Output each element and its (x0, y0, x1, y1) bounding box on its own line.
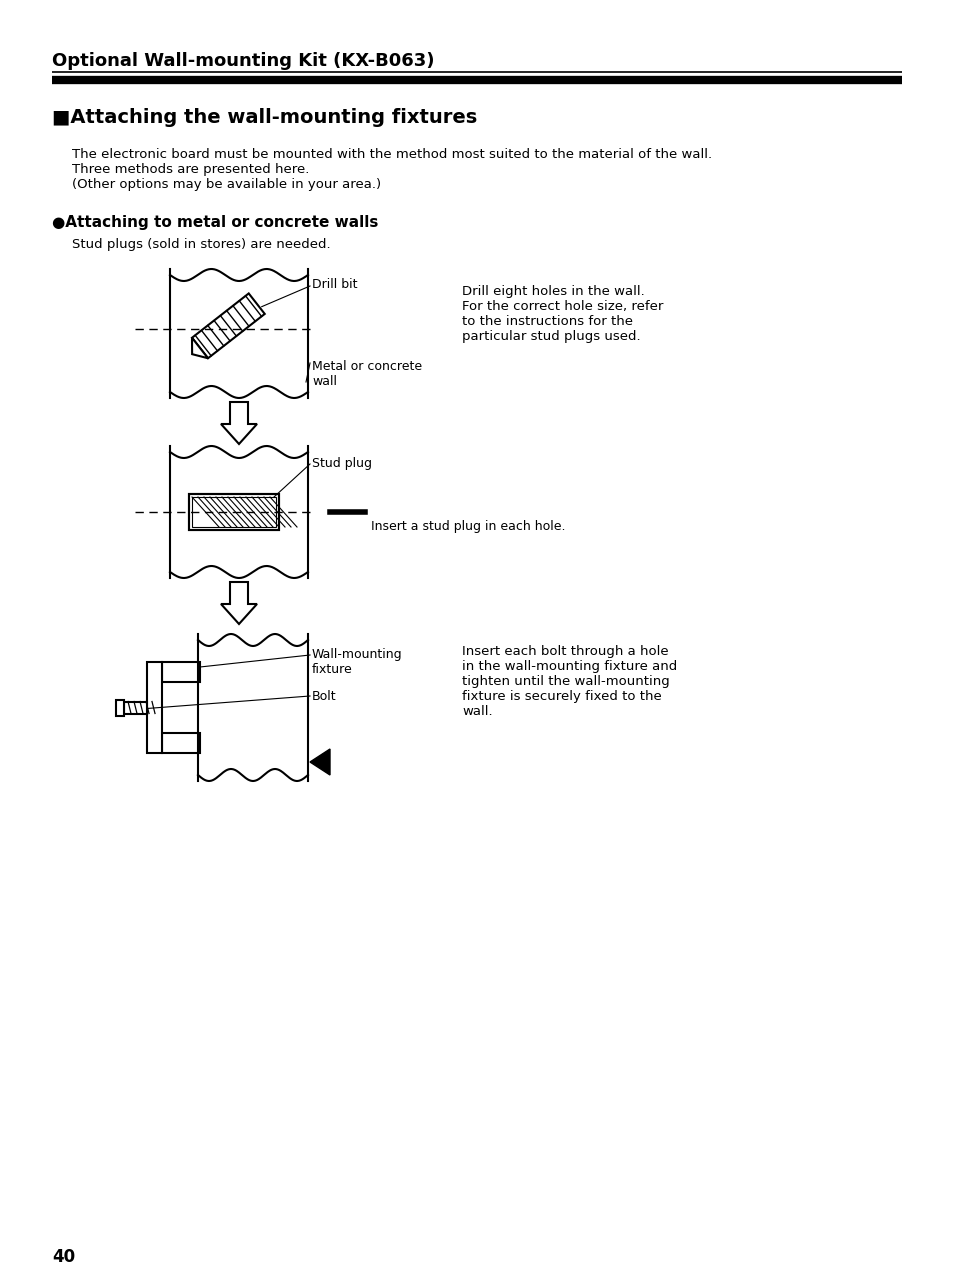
Polygon shape (221, 403, 256, 445)
Bar (147, 662, 162, 753)
Bar (189, 494, 278, 530)
Text: Stud plug: Stud plug (312, 457, 372, 470)
Polygon shape (310, 749, 330, 775)
Text: Drill bit: Drill bit (312, 278, 357, 290)
Text: 40: 40 (52, 1249, 75, 1266)
Text: Metal or concrete
wall: Metal or concrete wall (312, 361, 421, 389)
Bar (116, 699, 124, 716)
Text: Stud plugs (sold in stores) are needed.: Stud plugs (sold in stores) are needed. (71, 238, 331, 251)
Polygon shape (221, 582, 256, 624)
Bar (189, 494, 278, 530)
Polygon shape (192, 338, 208, 358)
Bar (162, 733, 200, 753)
Text: Insert each bolt through a hole
in the wall-mounting fixture and
tighten until t: Insert each bolt through a hole in the w… (461, 645, 677, 719)
Polygon shape (192, 293, 265, 358)
Text: Wall-mounting
fixture: Wall-mounting fixture (312, 648, 402, 676)
Bar (124, 702, 147, 713)
Text: Optional Wall-mounting Kit (KX-B063): Optional Wall-mounting Kit (KX-B063) (52, 52, 434, 70)
Text: The electronic board must be mounted with the method most suited to the material: The electronic board must be mounted wit… (71, 148, 711, 161)
Text: ■Attaching the wall-mounting fixtures: ■Attaching the wall-mounting fixtures (52, 108, 476, 127)
Text: Bolt: Bolt (312, 691, 336, 703)
Text: (Other options may be available in your area.): (Other options may be available in your … (71, 178, 381, 191)
Text: Drill eight holes in the wall.
For the correct hole size, refer
to the instructi: Drill eight holes in the wall. For the c… (461, 285, 662, 343)
Text: ●Attaching to metal or concrete walls: ●Attaching to metal or concrete walls (52, 215, 378, 231)
Text: Insert a stud plug in each hole.: Insert a stud plug in each hole. (371, 520, 565, 533)
Bar (192, 497, 275, 527)
Text: Three methods are presented here.: Three methods are presented here. (71, 163, 309, 176)
Bar (162, 662, 200, 682)
